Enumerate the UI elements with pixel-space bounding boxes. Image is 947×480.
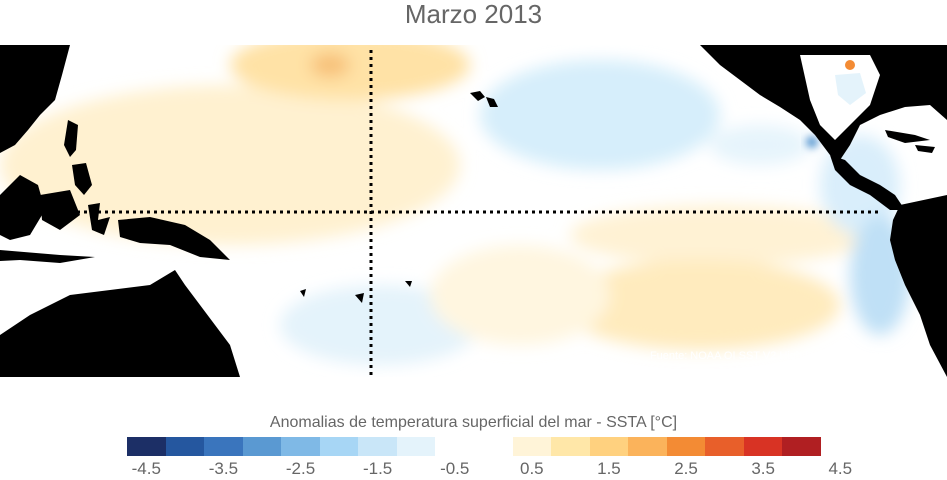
colorbar-segment — [589, 437, 629, 456]
colorbar-tick-label: -3.5 — [208, 459, 239, 478]
colorbar-segment — [512, 437, 552, 456]
anomaly-field — [0, 45, 910, 377]
colorbar-tick-label: 2.5 — [674, 459, 698, 478]
colorbar-segment — [319, 437, 359, 456]
colorbar-tick-label: 0.5 — [520, 459, 544, 478]
map-title: Marzo 2013 — [404, 0, 543, 29]
colorbar-segment — [705, 437, 745, 456]
colorbar-segment — [666, 437, 706, 456]
colorbar-tick-label: -0.5 — [440, 459, 470, 478]
colorbar-segment — [474, 437, 514, 456]
colorbar-tick-label: 1.5 — [597, 459, 621, 478]
colorbar-segment — [551, 437, 591, 456]
colorbar-tick-label: -1.5 — [362, 459, 393, 478]
colorbar-segment — [396, 437, 436, 456]
colorbar-segment — [281, 437, 321, 456]
colorbar — [127, 437, 822, 456]
colorbar-segment — [358, 437, 398, 456]
colorbar-segment — [165, 437, 205, 456]
land-masses — [0, 45, 947, 377]
colorbar-segment — [127, 437, 167, 456]
ssta-map — [0, 45, 947, 377]
colorbar-tick-label: 4.5 — [828, 459, 853, 478]
colorbar-segment — [782, 437, 822, 456]
source-credit: Fuente: NOAA OI SST V2 High Resolution D… — [649, 350, 898, 362]
colorbar-tick-label: -4.5 — [131, 459, 161, 478]
colorbar-segment — [628, 437, 668, 456]
colorbar-label: Anomalias de temperatura superficial del… — [269, 414, 678, 431]
colorbar-tick-label: 3.5 — [751, 459, 775, 478]
colorbar-tick-label: -2.5 — [285, 459, 316, 478]
colorbar-segment — [204, 437, 244, 456]
colorbar-segment — [435, 437, 475, 456]
colorbar-segment — [743, 437, 783, 456]
colorbar-segment — [242, 437, 282, 456]
